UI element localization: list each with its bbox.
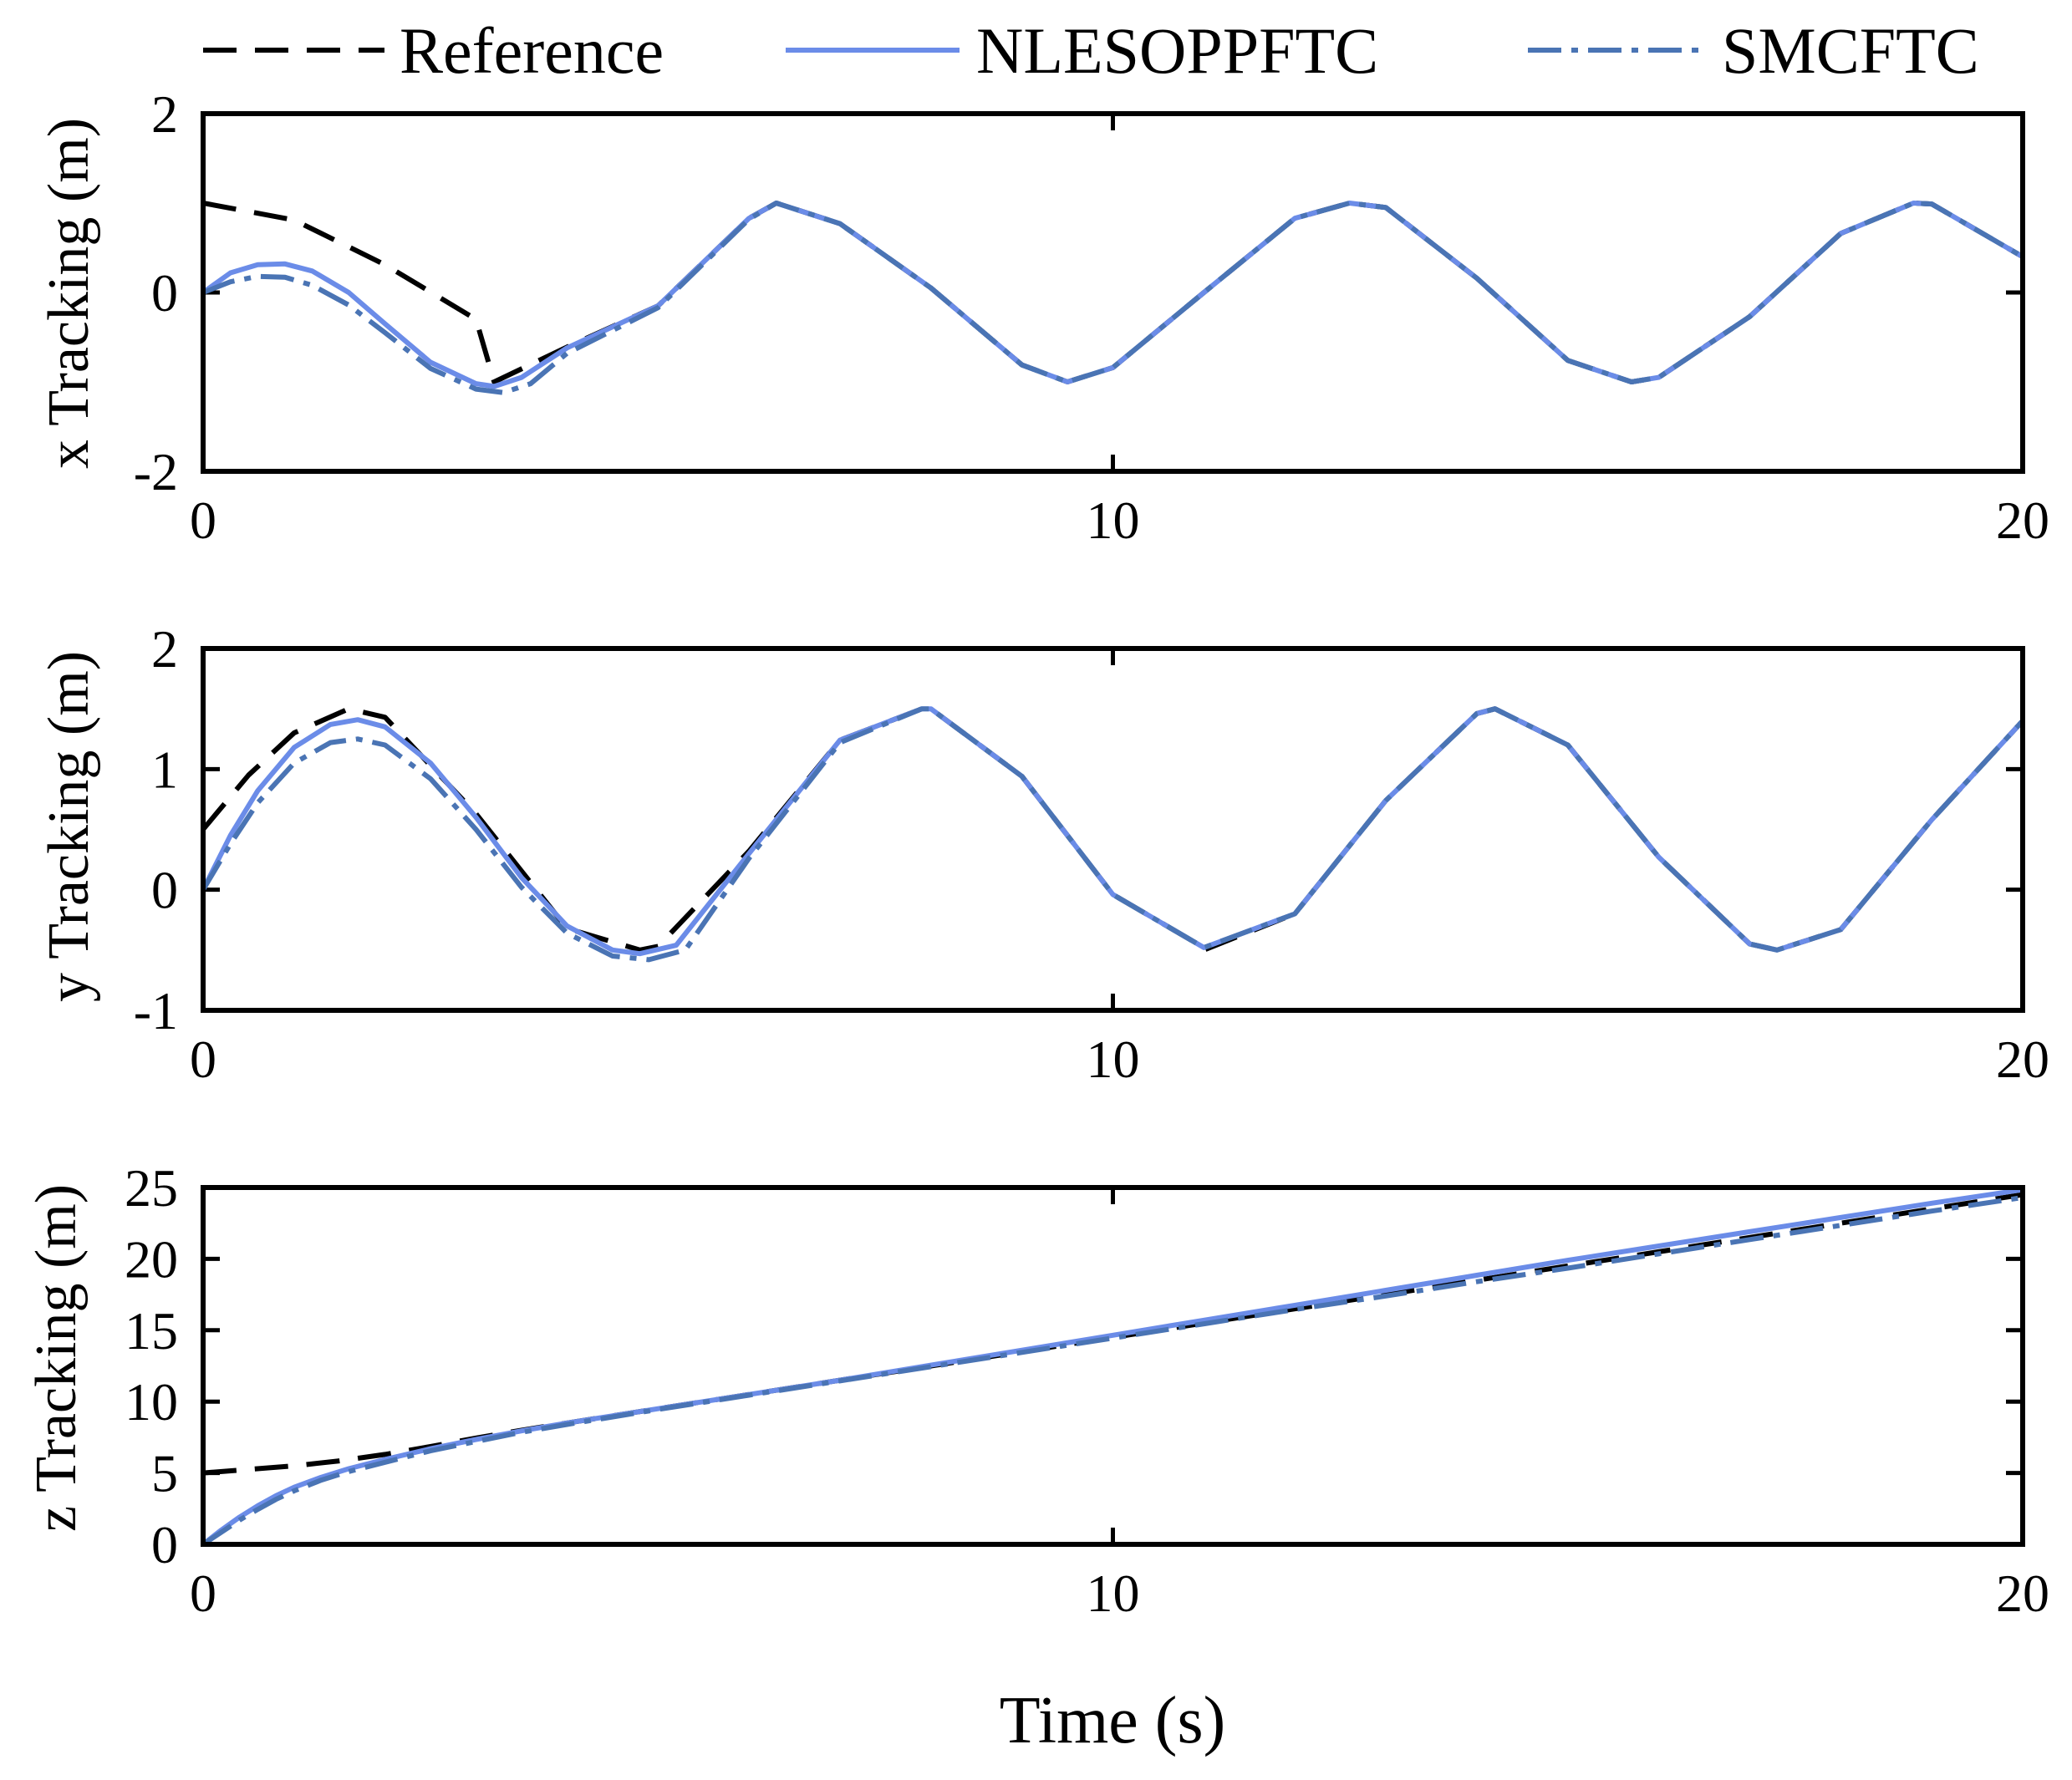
z-tracking-xtick-label: 0 — [190, 1564, 216, 1623]
y-tracking-ytick-label: 2 — [151, 619, 178, 679]
y-tracking-xtick-label: 20 — [1996, 1030, 2049, 1089]
legend-label-smcftc: SMCFTC — [1722, 14, 1979, 87]
y-tracking-ytick-label: -1 — [134, 981, 178, 1040]
legend: Reference NLESOPPFTC SMCFTC — [203, 14, 1979, 87]
x-tracking-xtick-label: 10 — [1087, 491, 1140, 550]
y-tracking-ytick-label: 0 — [151, 861, 178, 920]
z-tracking-panel: z Tracking (m) 0 10 20 0 5 10 15 20 25 — [24, 1158, 2049, 1623]
z-tracking-series-smcftc — [201, 1195, 2024, 1547]
z-tracking-xtick-label: 10 — [1087, 1564, 1140, 1623]
z-tracking-plot-frame — [201, 1185, 2025, 1547]
x-tracking-panel: x Tracking (m) 0 10 20-202 — [37, 84, 2049, 550]
legend-label-reference: Reference — [400, 14, 664, 87]
z-tracking-ytick-label: 0 — [151, 1515, 178, 1574]
x-tracking-xtick-label: 20 — [1996, 491, 2049, 550]
x-tracking-plot-frame — [201, 111, 2025, 474]
z-tracking-ytick-label: 25 — [125, 1158, 178, 1218]
x-axis-title: Time (s) — [1000, 1684, 1225, 1757]
z-tracking-xtick-label: 20 — [1996, 1564, 2049, 1623]
x-tracking-xtick-label: 0 — [190, 491, 216, 550]
y-tracking-xtick-label: 0 — [190, 1030, 216, 1089]
x-tracking-ytick-label: -2 — [134, 442, 178, 501]
z-tracking-ytick-label: 5 — [151, 1444, 178, 1503]
x-tracking-ylabel: x Tracking (m) — [37, 118, 101, 469]
z-tracking-ytick-label: 15 — [125, 1301, 178, 1360]
z-tracking-ylabel: z Tracking (m) — [24, 1184, 89, 1532]
legend-label-nlesoppftc: NLESOPPFTC — [976, 14, 1378, 87]
y-tracking-xtick-label: 10 — [1087, 1030, 1140, 1089]
z-tracking-ytick-label: 10 — [125, 1372, 178, 1432]
y-tracking-ylabel: y Tracking (m) — [37, 651, 101, 1002]
y-tracking-series-smcftc — [201, 706, 2025, 963]
y-tracking-ytick-label: 1 — [151, 740, 178, 799]
z-tracking-ytick-label: 20 — [125, 1229, 178, 1289]
y-tracking-plot-frame — [201, 646, 2025, 1013]
x-tracking-ytick-label: 2 — [151, 84, 178, 144]
x-tracking-series-smcftc — [201, 201, 2024, 395]
x-tracking-ytick-label: 0 — [151, 263, 178, 323]
